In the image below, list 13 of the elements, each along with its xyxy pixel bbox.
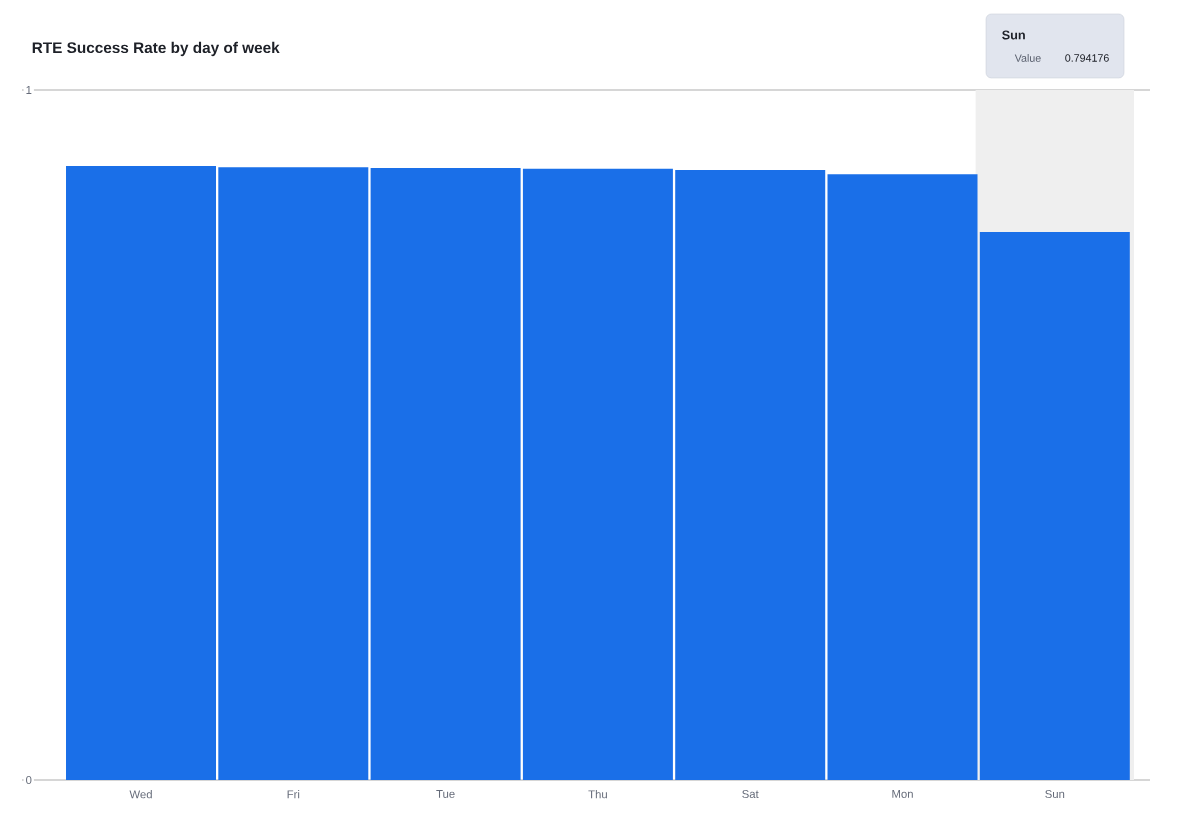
chart-title: RTE Success Rate by day of week [32, 41, 280, 57]
text: Value [1014, 54, 1041, 62]
y-tick-label: 1 [26, 86, 32, 94]
x-tick-label: Thu [588, 790, 607, 799]
text: Sun [1002, 30, 1025, 40]
x-tick-label: Sun [1045, 790, 1065, 799]
y-tick-label: 0 [26, 775, 32, 784]
x-tick-label: Mon [892, 790, 913, 798]
x-tick-label: Wed [129, 790, 152, 799]
text: 0.794176 [1065, 54, 1109, 62]
x-tick-label: Tue [436, 790, 455, 798]
x-tick-label: Sat [742, 790, 759, 799]
x-tick-label: Fri [287, 790, 300, 799]
